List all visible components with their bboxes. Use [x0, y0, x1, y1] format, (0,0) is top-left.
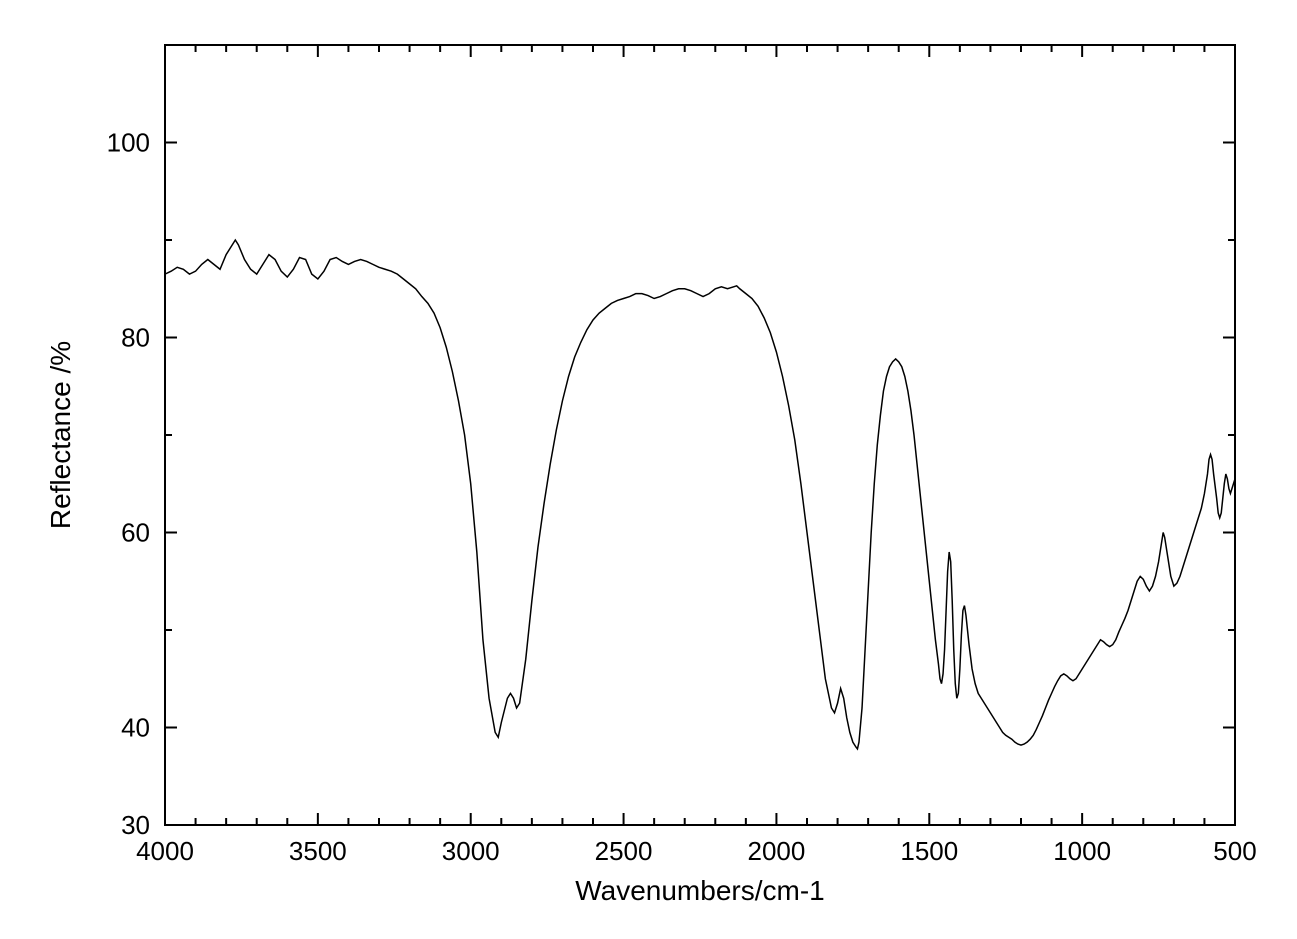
svg-text:4000: 4000: [136, 836, 194, 866]
svg-text:60: 60: [121, 518, 150, 548]
y-axis-ticks: 30 40 60 80 100: [107, 128, 1235, 841]
svg-text:2500: 2500: [595, 836, 653, 866]
svg-text:1000: 1000: [1053, 836, 1111, 866]
svg-text:40: 40: [121, 713, 150, 743]
svg-text:500: 500: [1213, 836, 1256, 866]
chart-svg: 4000 3500 3000 2500 2000 1500 1000 500 30 40 60 80…: [0, 0, 1297, 934]
y-axis-label: Reflectance /%: [45, 341, 76, 529]
svg-text:3500: 3500: [289, 836, 347, 866]
svg-text:3000: 3000: [442, 836, 500, 866]
svg-text:80: 80: [121, 323, 150, 353]
spectrum-line: [165, 240, 1235, 749]
x-axis-minor-ticks: [196, 45, 1205, 825]
plot-box: [165, 45, 1235, 825]
svg-text:1500: 1500: [900, 836, 958, 866]
svg-text:100: 100: [107, 128, 150, 158]
x-axis-label: Wavenumbers/cm-1: [575, 875, 824, 906]
ir-spectrum-chart: 4000 3500 3000 2500 2000 1500 1000 500 30 40 60 80…: [0, 0, 1297, 934]
svg-text:2000: 2000: [748, 836, 806, 866]
y-axis-minor-ticks: [165, 45, 1235, 630]
svg-text:30: 30: [121, 810, 150, 840]
x-axis-ticks: 4000 3500 3000 2500 2000 1500 1000 500: [136, 45, 1257, 866]
